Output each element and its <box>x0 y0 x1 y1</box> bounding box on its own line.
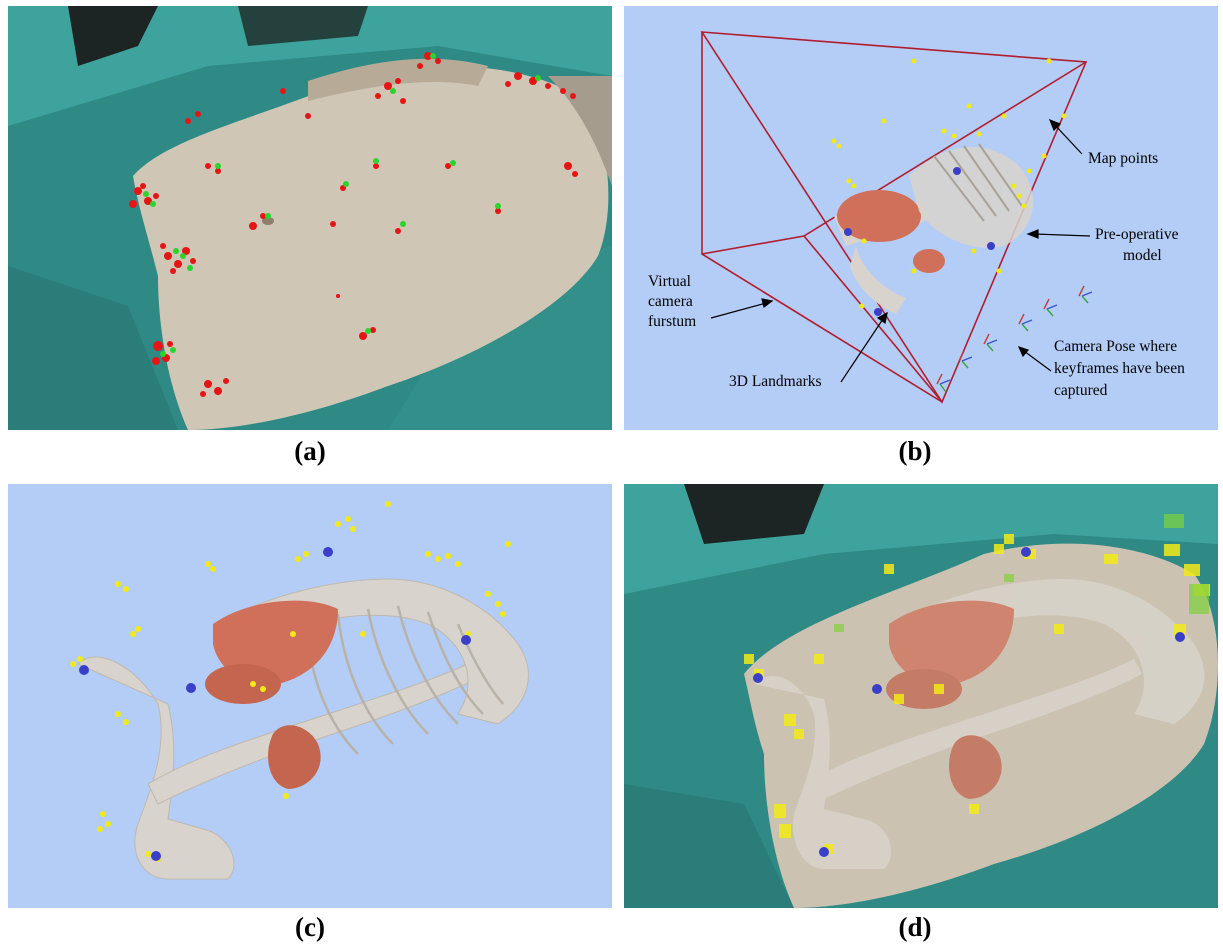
caption-d: (d) <box>898 912 932 942</box>
caption-a: (a) <box>294 436 326 466</box>
feature-points <box>129 52 578 397</box>
map-points <box>831 58 1067 309</box>
label-virtual-2: camera <box>648 293 693 310</box>
panel-a-photo <box>8 6 612 430</box>
map-points-c <box>70 501 511 862</box>
pelvis-bone <box>77 656 235 880</box>
panel-c-model-view <box>8 484 612 908</box>
panel-b-3d-viewer: Map points Pre-operative model Virtual c… <box>624 6 1218 430</box>
label-preop-1: Pre-operative <box>1095 226 1179 243</box>
label-landmarks: 3D Landmarks <box>729 373 822 390</box>
preop-model <box>834 143 1034 314</box>
liver-organ <box>213 600 338 685</box>
caption-b: (b) <box>898 436 932 466</box>
label-pose-3: captured <box>1054 382 1108 399</box>
kidney-organ <box>268 725 321 789</box>
torso-skin <box>133 65 609 430</box>
caption-c: (c) <box>295 912 325 942</box>
label-virtual-3: furstum <box>648 313 696 330</box>
3d-landmarks <box>844 167 995 316</box>
label-virtual-1: Virtual <box>648 273 691 290</box>
matched-points <box>143 53 541 357</box>
label-preop-2: model <box>1123 247 1162 264</box>
camera-poses <box>936 285 1093 393</box>
label-pose-2: keyframes have been <box>1054 360 1185 377</box>
landmarks-d <box>753 547 1185 857</box>
landmarks-c <box>79 547 471 861</box>
label-map-points: Map points <box>1088 150 1158 167</box>
panel-d-overlay-photo <box>624 484 1218 908</box>
label-pose-1: Camera Pose where <box>1054 338 1177 355</box>
